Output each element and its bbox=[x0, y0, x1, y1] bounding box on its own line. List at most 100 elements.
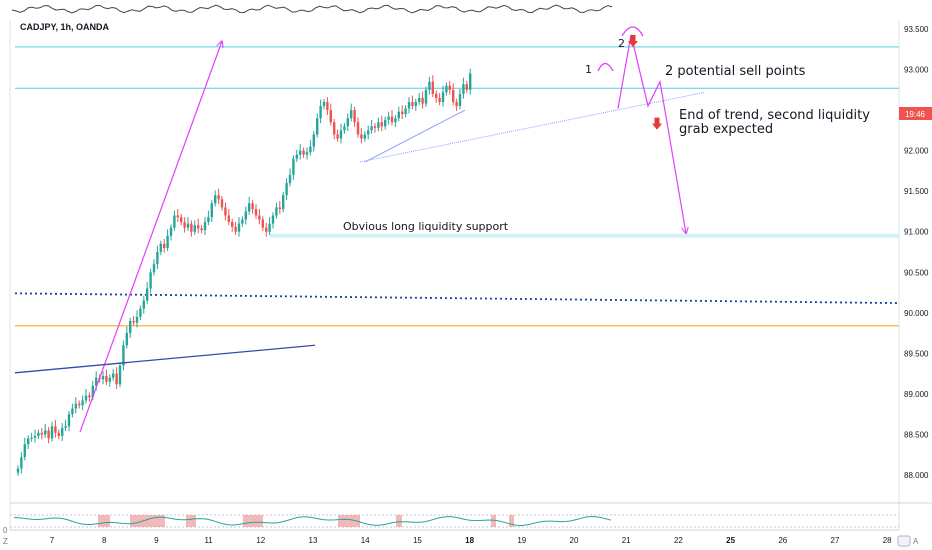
candle-body bbox=[326, 101, 329, 111]
candle-body bbox=[292, 158, 295, 175]
time-tick-label: 25 bbox=[726, 536, 735, 545]
candle bbox=[322, 98, 326, 110]
candle bbox=[210, 200, 213, 222]
candle-body bbox=[397, 111, 400, 119]
candle bbox=[384, 116, 387, 130]
candle-body bbox=[248, 203, 251, 212]
time-tick-label: 9 bbox=[154, 536, 159, 545]
candle-body bbox=[81, 400, 84, 406]
candle bbox=[336, 129, 339, 142]
candle-body bbox=[163, 243, 166, 248]
candle-body bbox=[152, 264, 156, 273]
candle-body bbox=[241, 219, 244, 224]
time-tick-label: 8 bbox=[102, 536, 107, 545]
candle-body bbox=[156, 252, 159, 265]
candle-body bbox=[207, 217, 210, 222]
candle bbox=[248, 196, 251, 215]
candle-body bbox=[438, 97, 441, 102]
time-tick-label: 13 bbox=[309, 536, 318, 545]
candle bbox=[20, 452, 23, 474]
candle-body bbox=[210, 203, 213, 218]
candle-body bbox=[50, 426, 54, 439]
candle-body bbox=[166, 235, 169, 248]
candle-body bbox=[74, 403, 77, 409]
candle-body bbox=[64, 426, 67, 428]
candle bbox=[319, 99, 322, 124]
candle bbox=[431, 75, 434, 98]
candle-body bbox=[118, 365, 122, 385]
candle-body bbox=[37, 432, 40, 437]
candle bbox=[404, 105, 407, 118]
candle bbox=[234, 221, 237, 235]
candle bbox=[50, 421, 54, 442]
candle-body bbox=[448, 85, 451, 90]
candle bbox=[411, 95, 414, 110]
time-tick-label: 20 bbox=[570, 536, 579, 545]
settings-icon[interactable] bbox=[897, 535, 911, 547]
top-oscillator bbox=[0, 0, 932, 20]
auto-scale-button[interactable]: A bbox=[913, 537, 919, 546]
overbought-zone bbox=[396, 515, 402, 527]
candle bbox=[108, 374, 111, 387]
short-trendline bbox=[364, 109, 466, 163]
candle bbox=[458, 89, 462, 110]
candle-body bbox=[16, 468, 20, 473]
candle bbox=[448, 80, 451, 95]
candle-body bbox=[441, 92, 445, 102]
time-tick-label: 27 bbox=[831, 536, 840, 545]
candle bbox=[462, 77, 465, 99]
time-tick-label: 18 bbox=[465, 536, 474, 545]
candle-body bbox=[186, 223, 190, 228]
candle bbox=[265, 222, 268, 237]
candle bbox=[214, 190, 217, 207]
price-tick-label: 93.000 bbox=[904, 66, 929, 75]
time-tick-label: 15 bbox=[413, 536, 422, 545]
candle bbox=[135, 310, 139, 328]
candle-body bbox=[84, 395, 88, 401]
candle-body bbox=[105, 376, 108, 382]
candle-body bbox=[129, 320, 132, 334]
candle bbox=[268, 217, 271, 235]
time-axis[interactable]: 7 8 9 11 12 13 14 15 18 19 20 21 22 25 26 27 28 bbox=[50, 536, 892, 545]
candle-body bbox=[377, 122, 380, 128]
blue-trendline bbox=[14, 344, 316, 374]
candle-body bbox=[285, 183, 288, 196]
overbought-zone bbox=[509, 515, 514, 527]
candle-body bbox=[173, 215, 176, 228]
candle-body bbox=[373, 126, 377, 128]
time-tick-label: 11 bbox=[204, 536, 213, 545]
candle-body bbox=[384, 119, 387, 127]
candle-body bbox=[203, 221, 207, 231]
candle bbox=[197, 218, 200, 234]
candle bbox=[74, 397, 77, 414]
candle-body bbox=[234, 226, 237, 232]
candle bbox=[271, 212, 275, 229]
candle-body bbox=[411, 101, 414, 107]
candle bbox=[88, 392, 91, 403]
candle-body bbox=[244, 211, 247, 220]
candle-body bbox=[271, 215, 275, 224]
lower-pane-zero-label: 0 bbox=[3, 526, 8, 535]
candle bbox=[350, 103, 353, 122]
projection-path bbox=[617, 34, 686, 234]
candle bbox=[129, 317, 132, 338]
price-tick-label: 88.500 bbox=[904, 430, 929, 439]
candle bbox=[149, 269, 152, 294]
candle-body bbox=[333, 122, 336, 135]
price-axis[interactable]: 93.50093.00092.50092.00091.50091.00090.5… bbox=[904, 25, 929, 480]
candle bbox=[435, 90, 438, 103]
price-tick-label: 92.000 bbox=[904, 147, 929, 156]
candle bbox=[312, 131, 315, 152]
candle bbox=[125, 326, 128, 349]
price-tick-label: 91.500 bbox=[904, 187, 929, 196]
candle bbox=[387, 111, 390, 125]
candle bbox=[244, 206, 247, 225]
candle bbox=[40, 427, 43, 440]
candle-body bbox=[278, 207, 281, 210]
candle-body bbox=[428, 81, 431, 90]
candle bbox=[37, 429, 40, 440]
overbought-zone bbox=[98, 515, 110, 527]
candle bbox=[101, 371, 105, 385]
sell-arrow-2 bbox=[652, 117, 662, 130]
